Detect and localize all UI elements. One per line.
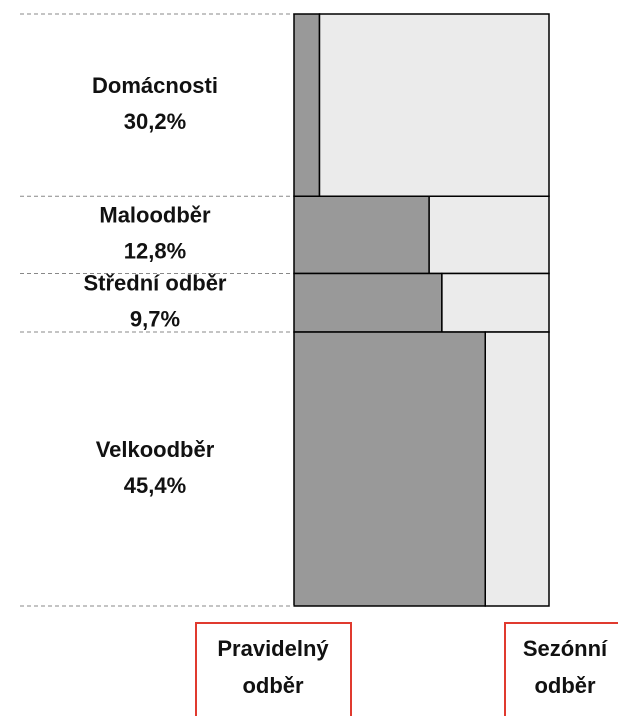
segment bbox=[293, 13, 321, 197]
segment bbox=[318, 13, 550, 197]
row-share: 30,2% bbox=[124, 109, 186, 134]
segment bbox=[293, 195, 430, 275]
segment bbox=[293, 272, 443, 333]
segment bbox=[441, 272, 550, 333]
row-label: Maloodběr bbox=[99, 203, 211, 228]
segment bbox=[293, 331, 486, 607]
row-label: Domácnosti bbox=[92, 73, 218, 98]
row-share: 9,7% bbox=[130, 307, 180, 332]
legend-label: Sezónní odběr bbox=[523, 636, 608, 698]
segment bbox=[428, 195, 550, 275]
legend-box bbox=[504, 622, 618, 716]
legend-label: Pravidelný odběr bbox=[217, 636, 329, 698]
row-label: Velkoodběr bbox=[96, 437, 215, 462]
legend-box bbox=[195, 622, 352, 716]
segment bbox=[484, 331, 550, 607]
row-share: 45,4% bbox=[124, 473, 186, 498]
row-label: Střední odběr bbox=[83, 271, 226, 296]
row-share: 12,8% bbox=[124, 239, 186, 264]
